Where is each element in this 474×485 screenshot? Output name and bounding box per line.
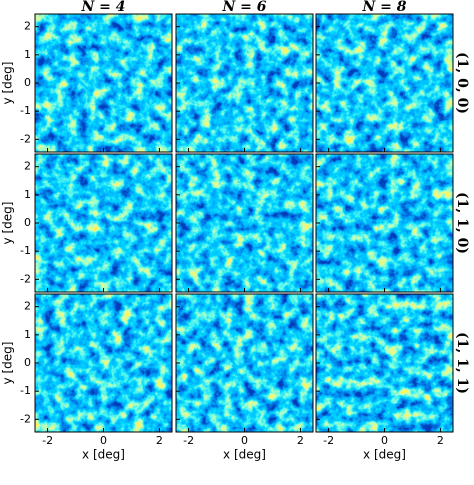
map-panel bbox=[316, 14, 453, 152]
y-tick-label: -1 bbox=[20, 244, 31, 257]
x-tick-label: 0 bbox=[241, 434, 248, 447]
x-tick-label: 0 bbox=[100, 434, 107, 447]
y-tick-label: 0 bbox=[24, 356, 31, 369]
x-tick-label: -2 bbox=[323, 434, 334, 447]
y-tick-label: -2 bbox=[20, 272, 31, 285]
x-tick-label: -2 bbox=[183, 434, 194, 447]
map-panel bbox=[316, 294, 453, 432]
x-axis-label: x [deg] bbox=[82, 448, 125, 462]
map-panel bbox=[316, 154, 453, 292]
y-tick-label: 0 bbox=[24, 76, 31, 89]
x-tick-label: 0 bbox=[381, 434, 388, 447]
row-label: (1, 1, 0) bbox=[454, 192, 470, 254]
y-tick-label: 2 bbox=[24, 20, 31, 33]
column-title: N = 6 bbox=[221, 0, 266, 15]
map-panel bbox=[176, 154, 313, 292]
y-tick-label: 2 bbox=[24, 300, 31, 313]
y-axis-label: y [deg] bbox=[1, 202, 15, 245]
x-tick-label: -2 bbox=[42, 434, 53, 447]
map-panel bbox=[35, 14, 172, 152]
y-tick-label: -2 bbox=[20, 412, 31, 425]
y-tick-label: -2 bbox=[20, 132, 31, 145]
x-tick-label: 2 bbox=[156, 434, 163, 447]
y-tick-label: -1 bbox=[20, 104, 31, 117]
map-panel bbox=[35, 294, 172, 432]
y-axis-label: y [deg] bbox=[1, 62, 15, 105]
y-tick-label: 1 bbox=[24, 188, 31, 201]
y-tick-label: 1 bbox=[24, 328, 31, 341]
row-label: (1, 0, 0) bbox=[454, 52, 470, 114]
x-tick-label: 2 bbox=[437, 434, 444, 447]
x-tick-label: 2 bbox=[297, 434, 304, 447]
y-tick-label: 1 bbox=[24, 48, 31, 61]
y-tick-label: -1 bbox=[20, 384, 31, 397]
map-panel bbox=[35, 154, 172, 292]
row-label: (1, 1, 1) bbox=[454, 332, 470, 394]
column-title: N = 8 bbox=[361, 0, 406, 15]
column-title: N = 4 bbox=[80, 0, 125, 15]
map-panel bbox=[176, 14, 313, 152]
y-axis-label: y [deg] bbox=[1, 342, 15, 385]
x-axis-label: x [deg] bbox=[223, 448, 266, 462]
y-tick-label: 2 bbox=[24, 160, 31, 173]
map-panel bbox=[176, 294, 313, 432]
y-tick-label: 0 bbox=[24, 216, 31, 229]
x-axis-label: x [deg] bbox=[363, 448, 406, 462]
